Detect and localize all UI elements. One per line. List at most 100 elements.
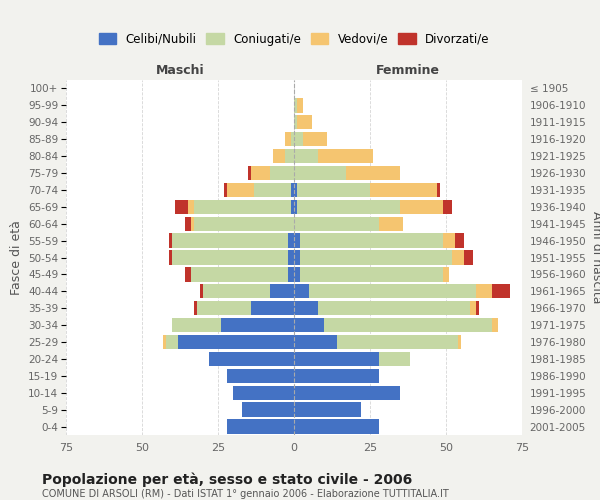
Bar: [400, 200, 443, 214]
Bar: [188, 200, 194, 214]
Bar: [319, 301, 470, 316]
Bar: [227, 368, 294, 383]
Bar: [209, 352, 294, 366]
Bar: [285, 149, 294, 164]
Bar: [294, 301, 319, 316]
Bar: [269, 166, 294, 180]
Bar: [443, 234, 455, 248]
Text: COMUNE DI ARSOLI (RM) - Dati ISTAT 1° gennaio 2006 - Elaborazione TUTTITALIA.IT: COMUNE DI ARSOLI (RM) - Dati ISTAT 1° ge…: [42, 489, 449, 499]
Bar: [443, 200, 452, 214]
Bar: [452, 250, 464, 264]
Bar: [294, 182, 297, 197]
Bar: [294, 149, 319, 164]
Bar: [185, 216, 191, 231]
Bar: [185, 267, 191, 281]
Bar: [370, 182, 437, 197]
Bar: [269, 284, 294, 298]
Bar: [288, 234, 294, 248]
Text: Popolazione per età, sesso e stato civile - 2006: Popolazione per età, sesso e stato civil…: [42, 472, 412, 487]
Bar: [337, 335, 458, 349]
Legend: Celibi/Nubili, Coniugati/e, Vedovi/e, Divorzati/e: Celibi/Nubili, Coniugati/e, Vedovi/e, Di…: [95, 29, 493, 49]
Bar: [172, 234, 288, 248]
Bar: [300, 267, 443, 281]
Bar: [464, 250, 473, 264]
Bar: [178, 335, 294, 349]
Bar: [300, 234, 443, 248]
Bar: [194, 200, 291, 214]
Bar: [172, 318, 221, 332]
Bar: [297, 115, 312, 130]
Bar: [294, 267, 300, 281]
Bar: [194, 216, 294, 231]
Bar: [248, 166, 251, 180]
Bar: [476, 301, 479, 316]
Bar: [294, 200, 297, 214]
Bar: [325, 318, 491, 332]
Y-axis label: Fasce di età: Fasce di età: [10, 220, 23, 295]
Bar: [200, 284, 203, 298]
Bar: [476, 284, 491, 298]
Bar: [163, 335, 166, 349]
Bar: [379, 216, 403, 231]
Bar: [491, 284, 510, 298]
Bar: [294, 115, 297, 130]
Bar: [294, 368, 379, 383]
Bar: [273, 149, 285, 164]
Bar: [227, 420, 294, 434]
Bar: [233, 386, 294, 400]
Bar: [251, 166, 269, 180]
Bar: [346, 166, 400, 180]
Bar: [294, 335, 337, 349]
Bar: [491, 318, 497, 332]
Bar: [224, 182, 227, 197]
Bar: [443, 267, 449, 281]
Bar: [297, 200, 400, 214]
Y-axis label: Anni di nascita: Anni di nascita: [590, 211, 600, 304]
Bar: [175, 200, 188, 214]
Bar: [172, 250, 288, 264]
Bar: [294, 132, 303, 146]
Bar: [194, 301, 197, 316]
Bar: [191, 216, 194, 231]
Bar: [169, 250, 172, 264]
Bar: [288, 267, 294, 281]
Bar: [297, 98, 303, 112]
Bar: [166, 335, 178, 349]
Bar: [379, 352, 410, 366]
Bar: [458, 335, 461, 349]
Bar: [294, 250, 300, 264]
Bar: [294, 98, 297, 112]
Bar: [294, 166, 346, 180]
Bar: [227, 182, 254, 197]
Bar: [294, 234, 300, 248]
Bar: [294, 420, 379, 434]
Bar: [294, 318, 325, 332]
Bar: [294, 402, 361, 417]
Bar: [300, 250, 452, 264]
Bar: [294, 284, 309, 298]
Text: Maschi: Maschi: [155, 64, 205, 76]
Bar: [455, 234, 464, 248]
Bar: [288, 250, 294, 264]
Bar: [197, 301, 251, 316]
Bar: [285, 132, 291, 146]
Bar: [291, 182, 294, 197]
Bar: [294, 352, 379, 366]
Bar: [303, 132, 328, 146]
Bar: [251, 301, 294, 316]
Bar: [309, 284, 476, 298]
Bar: [291, 200, 294, 214]
Bar: [191, 267, 288, 281]
Bar: [291, 132, 294, 146]
Bar: [470, 301, 476, 316]
Bar: [203, 284, 269, 298]
Bar: [297, 182, 370, 197]
Bar: [319, 149, 373, 164]
Text: Femmine: Femmine: [376, 64, 440, 76]
Bar: [437, 182, 440, 197]
Bar: [294, 386, 400, 400]
Bar: [221, 318, 294, 332]
Bar: [242, 402, 294, 417]
Bar: [169, 234, 172, 248]
Bar: [294, 216, 379, 231]
